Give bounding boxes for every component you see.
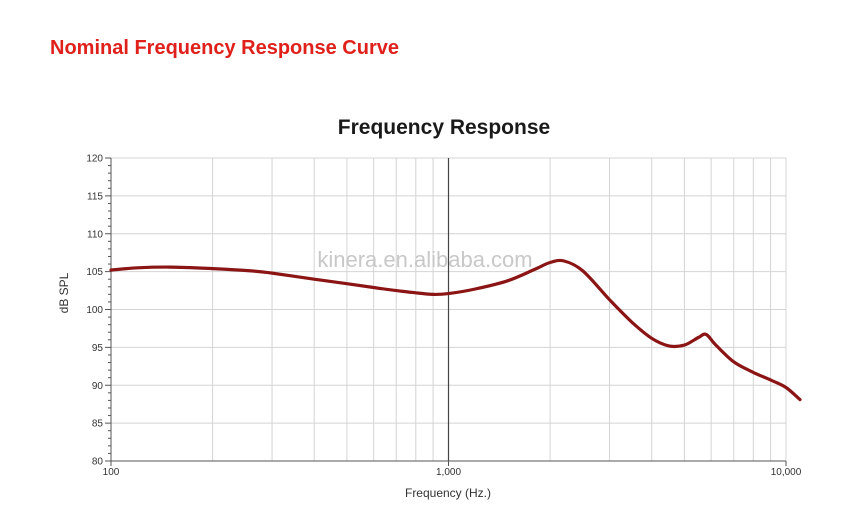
y-tick-label: 115 <box>87 191 103 202</box>
x-tick-label: 100 <box>103 467 120 478</box>
y-tick-label: 90 <box>92 381 104 392</box>
y-tick-label: 80 <box>92 457 104 468</box>
y-axis-label: dB SPL <box>57 272 71 313</box>
x-tick-label: 1,000 <box>436 467 461 478</box>
y-tick-label: 100 <box>86 305 103 316</box>
watermark: kinera.en.alibaba.com <box>317 247 532 272</box>
y-tick-label: 110 <box>87 229 103 240</box>
y-tick-labels: 80 85 90 95 100 105 110 115 120 <box>86 154 103 468</box>
x-axis-label: Frequency (Hz.) <box>405 486 491 500</box>
x-tick-label: 10,000 <box>771 467 802 478</box>
response-curve <box>109 258 802 402</box>
y-tick-label: 120 <box>86 154 103 165</box>
y-tick-label: 85 <box>92 419 104 430</box>
y-tick-label: 105 <box>86 267 103 278</box>
x-tick-labels: 100 1,000 10,000 <box>103 467 802 478</box>
page-heading: Nominal Frequency Response Curve <box>50 37 399 59</box>
y-tick-label: 95 <box>92 343 104 354</box>
chart-title: Frequency Response <box>338 116 550 139</box>
axes <box>105 157 787 466</box>
